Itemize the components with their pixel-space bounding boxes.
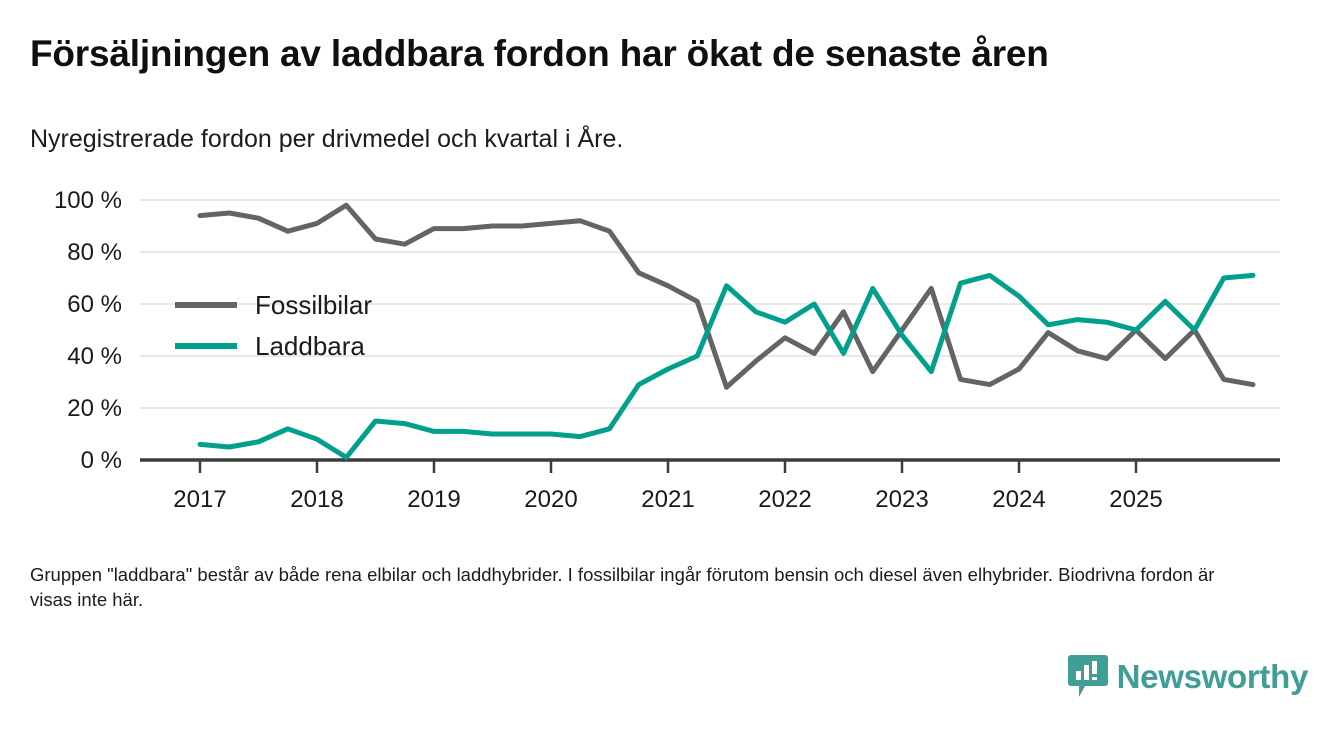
chart-canvas: 0 % 20 % 40 % 60 % 80 % 100 % 2017 2018 2019 202…	[54, 187, 1280, 513]
x-axis-tick-label: 2020	[524, 486, 577, 513]
x-axis-tick-label: 2024	[992, 486, 1045, 513]
y-axis-tick-label: 80 %	[67, 239, 122, 266]
x-axis-tick-label: 2022	[758, 486, 811, 513]
page-title: Försäljningen av laddbara fordon har öka…	[30, 33, 1049, 74]
x-axis-tick-label: 2017	[173, 486, 226, 513]
y-axis-tick-label: 20 %	[67, 395, 122, 422]
legend-label: Fossilbilar	[255, 290, 372, 320]
x-axis-tick-label: 2025	[1109, 486, 1162, 513]
legend-label: Laddbara	[255, 331, 365, 361]
chart-y-axis-labels: 0 % 20 % 40 % 60 % 80 % 100 %	[54, 187, 122, 474]
y-axis-tick-label: 60 %	[67, 291, 122, 318]
chart-legend: Fossilbilar Laddbara	[175, 290, 372, 361]
x-axis-tick-label: 2019	[407, 486, 460, 513]
chart-x-axis-ticks	[198, 460, 1138, 473]
chart-x-axis-labels: 2017 2018 2019 2020 2021 2022 2023 2024 2025	[173, 486, 1162, 513]
page-subtitle: Nyregistrerade fordon per drivmedel och …	[30, 125, 624, 153]
line-chart: 0 % 20 % 40 % 60 % 80 % 100 % 2017 2018 2019 202…	[0, 175, 1340, 520]
y-axis-tick-label: 40 %	[67, 343, 122, 370]
x-axis-tick-label: 2021	[641, 486, 694, 513]
x-axis-tick-label: 2018	[290, 486, 343, 513]
series-line-laddbara	[197, 272, 1256, 460]
y-axis-tick-label: 100 %	[54, 187, 122, 214]
y-axis-tick-label: 0 %	[81, 447, 122, 474]
newsworthy-logo: Newsworthy	[1067, 652, 1309, 700]
chart-series-lines	[197, 202, 1256, 460]
series-line-fossilbilar	[197, 202, 1256, 390]
bar-chart-bubble-icon	[1067, 655, 1108, 697]
chart-footnote: Gruppen "laddbara" består av både rena e…	[30, 564, 1215, 610]
x-axis-tick-label: 2023	[875, 486, 928, 513]
logo-wordmark: Newsworthy	[1116, 657, 1309, 695]
